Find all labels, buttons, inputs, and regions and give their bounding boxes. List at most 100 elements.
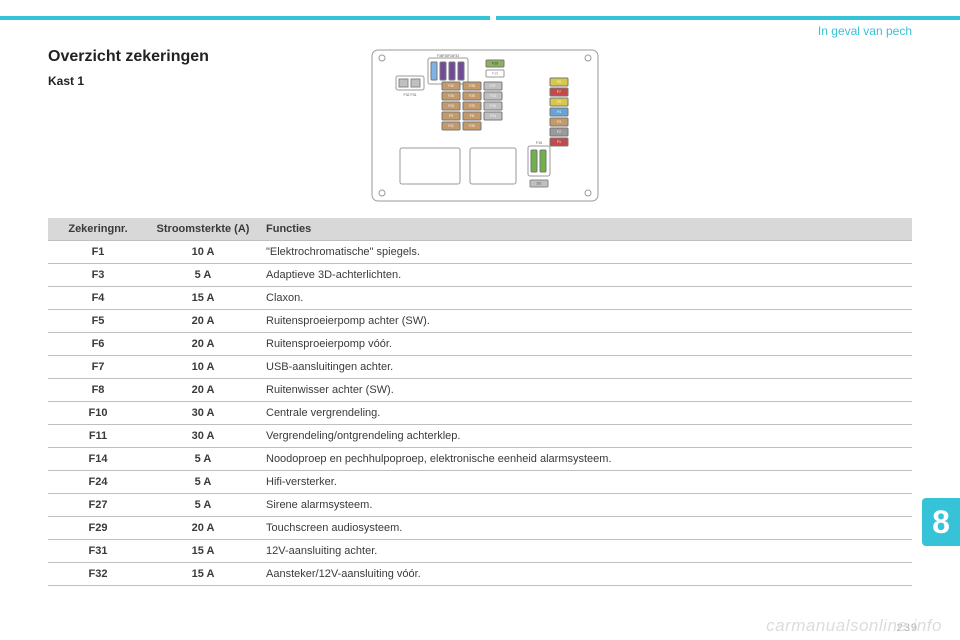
svg-text:F2: F2 <box>557 130 561 134</box>
table-row: F1030 ACentrale vergrendeling. <box>48 402 912 425</box>
watermark: carmanualsonline.info <box>766 616 942 636</box>
cell-fuse-nr: F27 <box>48 494 148 517</box>
cell-fuse-nr: F31 <box>48 540 148 563</box>
fuse-table: Zekeringnr. Stroomsterkte (A) Functies F… <box>48 218 912 586</box>
svg-text:F20: F20 <box>469 124 475 128</box>
cell-amperage: 20 A <box>148 379 258 402</box>
chapter-badge: 8 <box>922 498 960 546</box>
table-row: F245 AHifi-versterker. <box>48 471 912 494</box>
table-row: F820 ARuitenwisser achter (SW). <box>48 379 912 402</box>
svg-text:F26: F26 <box>448 94 454 98</box>
svg-text:F28: F28 <box>469 84 475 88</box>
cell-fuse-nr: F32 <box>48 563 148 586</box>
table-row: F2920 ATouchscreen audiosysteem. <box>48 517 912 540</box>
cell-amperage: 15 A <box>148 287 258 310</box>
cell-amperage: 10 A <box>148 241 258 264</box>
cell-amperage: 5 A <box>148 448 258 471</box>
cell-function: Sirene alarmsysteem. <box>258 494 912 517</box>
cell-amperage: 20 A <box>148 517 258 540</box>
cell-amperage: 30 A <box>148 425 258 448</box>
cell-fuse-nr: F14 <box>48 448 148 471</box>
svg-text:F24: F24 <box>490 94 496 98</box>
cell-function: Adaptieve 3D-achterlichten. <box>258 264 912 287</box>
cell-function: Touchscreen audiosysteem. <box>258 517 912 540</box>
cell-function: Centrale vergrendeling. <box>258 402 912 425</box>
table-row: F3115 A12V-aansluiting achter. <box>48 540 912 563</box>
cell-fuse-nr: F24 <box>48 471 148 494</box>
svg-text:F23: F23 <box>448 104 454 108</box>
fusebox-diagram: F36F35F34F33F29F13F32 F31F30F28F27F26F25… <box>370 48 600 203</box>
svg-text:F8: F8 <box>470 114 474 118</box>
col-functions: Functies <box>258 218 912 241</box>
table-row: F275 ASirene alarmsysteem. <box>48 494 912 517</box>
svg-text:F13: F13 <box>492 71 498 75</box>
cell-amperage: 5 A <box>148 471 258 494</box>
breadcrumb: In geval van pech <box>818 24 912 38</box>
cell-amperage: 15 A <box>148 563 258 586</box>
cell-function: Ruitenwisser achter (SW). <box>258 379 912 402</box>
cell-amperage: 5 A <box>148 494 258 517</box>
svg-text:F5: F5 <box>557 100 561 104</box>
cell-function: USB-aansluitingen achter. <box>258 356 912 379</box>
cell-fuse-nr: F7 <box>48 356 148 379</box>
svg-text:F21: F21 <box>448 124 454 128</box>
table-header-row: Zekeringnr. Stroomsterkte (A) Functies <box>48 218 912 241</box>
svg-text:F14: F14 <box>490 114 496 118</box>
table-row: F35 AAdaptieve 3D-achterlichten. <box>48 264 912 287</box>
svg-text:201: 201 <box>536 181 542 185</box>
table-row: F145 ANoodoproep en pechhulpoproep, elek… <box>48 448 912 471</box>
svg-text:F9: F9 <box>449 114 453 118</box>
page-title: Overzicht zekeringen <box>48 48 358 66</box>
heading-block: Overzicht zekeringen Kast 1 <box>48 48 358 88</box>
cell-fuse-nr: F6 <box>48 333 148 356</box>
cell-fuse-nr: F4 <box>48 287 148 310</box>
cell-fuse-nr: F1 <box>48 241 148 264</box>
svg-text:F36F35F34F33: F36F35F34F33 <box>437 54 459 58</box>
table-row: F415 AClaxon. <box>48 287 912 310</box>
col-fuse-nr: Zekeringnr. <box>48 218 148 241</box>
cell-amperage: 30 A <box>148 402 258 425</box>
cell-function: Ruitensproeierpomp achter (SW). <box>258 310 912 333</box>
cell-amperage: 5 A <box>148 264 258 287</box>
svg-text:F3: F3 <box>557 120 561 124</box>
table-row: F1130 AVergrendeling/ontgrendeling achte… <box>48 425 912 448</box>
cell-fuse-nr: F11 <box>48 425 148 448</box>
fuse-table-body: F110 A"Elektrochromatische" spiegels.F35… <box>48 241 912 586</box>
cell-function: Noodoproep en pechhulpoproep, elektronis… <box>258 448 912 471</box>
cell-function: Claxon. <box>258 287 912 310</box>
fusebox-svg: F36F35F34F33F29F13F32 F31F30F28F27F26F25… <box>370 48 600 203</box>
cell-fuse-nr: F8 <box>48 379 148 402</box>
svg-text:F6: F6 <box>557 80 561 84</box>
svg-text:F7: F7 <box>557 90 561 94</box>
table-row: F3215 AAansteker/12V-aansluiting vóór. <box>48 563 912 586</box>
svg-text:F1: F1 <box>557 140 561 144</box>
svg-text:F29: F29 <box>492 61 498 65</box>
top-accent-bar <box>0 16 960 20</box>
svg-text:F32 F31: F32 F31 <box>403 93 416 97</box>
table-row: F110 A"Elektrochromatische" spiegels. <box>48 241 912 264</box>
table-row: F620 ARuitensproeierpomp vóór. <box>48 333 912 356</box>
cell-fuse-nr: F10 <box>48 402 148 425</box>
cell-amperage: 20 A <box>148 333 258 356</box>
svg-text:F30: F30 <box>448 84 454 88</box>
svg-text:F10: F10 <box>490 104 496 108</box>
cell-function: Aansteker/12V-aansluiting vóór. <box>258 563 912 586</box>
cell-amperage: 10 A <box>148 356 258 379</box>
cell-amperage: 20 A <box>148 310 258 333</box>
cell-amperage: 15 A <box>148 540 258 563</box>
table-row: F520 ARuitensproeierpomp achter (SW). <box>48 310 912 333</box>
fuse-table-wrap: Zekeringnr. Stroomsterkte (A) Functies F… <box>48 218 912 586</box>
cell-fuse-nr: F5 <box>48 310 148 333</box>
cell-fuse-nr: F29 <box>48 517 148 540</box>
cell-function: "Elektrochromatische" spiegels. <box>258 241 912 264</box>
svg-text:F15: F15 <box>536 141 542 145</box>
cell-fuse-nr: F3 <box>48 264 148 287</box>
cell-function: Hifi-versterker. <box>258 471 912 494</box>
cell-function: Vergrendeling/ontgrendeling achterklep. <box>258 425 912 448</box>
svg-text:F22: F22 <box>469 104 475 108</box>
cell-function: 12V-aansluiting achter. <box>258 540 912 563</box>
cell-function: Ruitensproeierpomp vóór. <box>258 333 912 356</box>
col-amperage: Stroomsterkte (A) <box>148 218 258 241</box>
page-subtitle: Kast 1 <box>48 74 358 88</box>
svg-text:F4: F4 <box>557 110 561 114</box>
